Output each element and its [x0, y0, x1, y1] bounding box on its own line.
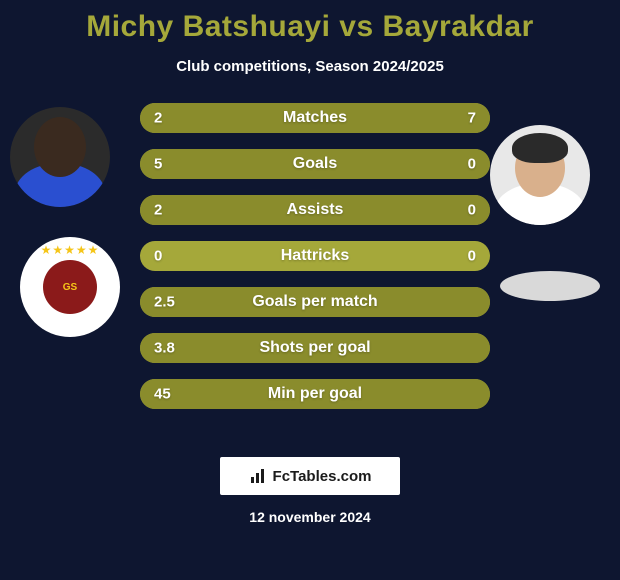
player2-hair	[512, 133, 568, 163]
brand-chart-icon	[249, 467, 267, 485]
stat-label: Hattricks	[281, 247, 349, 265]
stat-left-value: 3.8	[154, 340, 175, 357]
stat-label: Matches	[283, 109, 347, 127]
player2-avatar	[490, 125, 590, 225]
player1-avatar	[10, 107, 110, 207]
stat-label: Assists	[287, 201, 344, 219]
club1-inner: GS	[43, 260, 97, 314]
date-text: 12 november 2024	[0, 509, 620, 525]
stat-label: Shots per goal	[259, 339, 370, 357]
stat-bars: 2 Matches 7 5 Goals 0 2 Assists 0 0 Hattricks 0 2.5 G…	[140, 103, 490, 425]
stat-row: 45 Min per goal	[140, 379, 490, 409]
stat-right-value: 0	[468, 202, 476, 219]
brand-text: FcTables.com	[273, 468, 372, 485]
stat-label: Goals	[293, 155, 337, 173]
stat-row: 2.5 Goals per match	[140, 287, 490, 317]
stat-fill-left	[140, 103, 217, 133]
stat-row: 2 Matches 7	[140, 103, 490, 133]
stat-fill-right	[217, 103, 490, 133]
stat-row: 2 Assists 0	[140, 195, 490, 225]
stat-label: Min per goal	[268, 385, 362, 403]
stat-right-value: 0	[468, 156, 476, 173]
brand-badge: FcTables.com	[220, 457, 400, 495]
content-area: ★★★★★ GS 2 Matches 7 5 Goals 0 2 Assists 0 0 Hattr…	[0, 103, 620, 433]
subtitle: Club competitions, Season 2024/2025	[0, 58, 620, 75]
stat-left-value: 2.5	[154, 294, 175, 311]
stat-left-value: 2	[154, 110, 162, 127]
stat-right-value: 7	[468, 110, 476, 127]
stat-left-value: 5	[154, 156, 162, 173]
player1-club-badge: ★★★★★ GS	[20, 237, 120, 337]
stat-right-value: 0	[468, 248, 476, 265]
stat-label: Goals per match	[252, 293, 377, 311]
player2-club-badge	[500, 271, 600, 301]
page-title: Michy Batshuayi vs Bayrakdar	[0, 10, 620, 44]
club1-stars: ★★★★★	[41, 243, 100, 257]
stat-left-value: 2	[154, 202, 162, 219]
player1-head	[34, 117, 86, 177]
stat-row: 5 Goals 0	[140, 149, 490, 179]
stat-row: 0 Hattricks 0	[140, 241, 490, 271]
comparison-card: Michy Batshuayi vs Bayrakdar Club compet…	[0, 0, 620, 580]
stat-left-value: 0	[154, 248, 162, 265]
stat-left-value: 45	[154, 386, 171, 403]
stat-row: 3.8 Shots per goal	[140, 333, 490, 363]
